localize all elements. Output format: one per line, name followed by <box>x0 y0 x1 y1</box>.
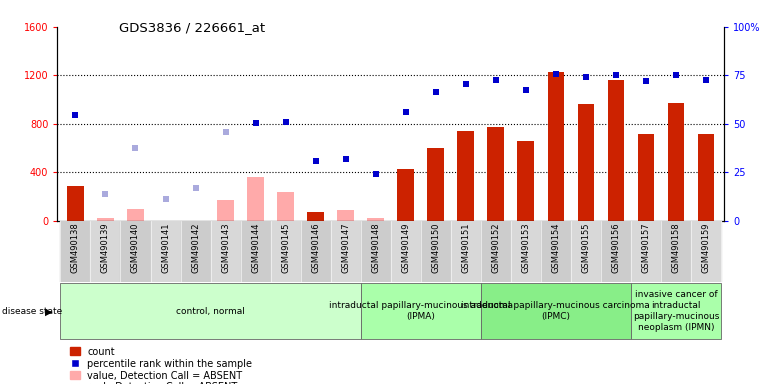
FancyBboxPatch shape <box>61 283 361 339</box>
Text: disease state: disease state <box>2 307 63 316</box>
Text: GSM490158: GSM490158 <box>671 223 680 273</box>
Bar <box>661 221 691 282</box>
Bar <box>511 221 541 282</box>
Bar <box>691 221 721 282</box>
Bar <box>601 221 631 282</box>
Legend: count, percentile rank within the sample, value, Detection Call = ABSENT, rank, : count, percentile rank within the sample… <box>70 347 253 384</box>
Text: GSM490146: GSM490146 <box>311 223 320 273</box>
Bar <box>571 221 601 282</box>
Text: intraductal papillary-mucinous adenoma
(IPMA): intraductal papillary-mucinous adenoma (… <box>329 301 512 321</box>
Text: GSM490154: GSM490154 <box>552 223 560 273</box>
Bar <box>337 210 354 221</box>
Text: GSM490143: GSM490143 <box>221 223 230 273</box>
Text: GSM490155: GSM490155 <box>581 223 591 273</box>
Bar <box>450 221 481 282</box>
Text: GSM490140: GSM490140 <box>131 223 140 273</box>
Text: GSM490149: GSM490149 <box>401 223 410 273</box>
Text: GSM490156: GSM490156 <box>611 223 620 273</box>
Bar <box>487 127 504 221</box>
Bar <box>211 221 241 282</box>
Text: intraductal papillary-mucinous carcinoma
(IPMC): intraductal papillary-mucinous carcinoma… <box>461 301 650 321</box>
Bar <box>548 72 564 221</box>
Text: GSM490139: GSM490139 <box>101 223 110 273</box>
Bar <box>97 218 113 221</box>
Bar <box>120 221 150 282</box>
Bar <box>391 221 421 282</box>
Bar <box>578 104 594 221</box>
Bar <box>181 221 211 282</box>
Bar <box>698 134 714 221</box>
Text: GSM490152: GSM490152 <box>491 223 500 273</box>
Text: GSM490153: GSM490153 <box>521 223 530 273</box>
Bar <box>541 221 571 282</box>
Bar <box>218 200 234 221</box>
Bar <box>90 221 120 282</box>
FancyBboxPatch shape <box>481 283 631 339</box>
Bar <box>398 169 414 221</box>
Text: GSM490141: GSM490141 <box>161 223 170 273</box>
Bar <box>247 177 264 221</box>
Text: GDS3836 / 226661_at: GDS3836 / 226661_at <box>119 21 265 34</box>
Bar <box>607 80 624 221</box>
Text: invasive cancer of
intraductal
papillary-mucinous
neoplasm (IPMN): invasive cancer of intraductal papillary… <box>633 290 719 332</box>
Text: GSM490151: GSM490151 <box>461 223 470 273</box>
Text: GSM490148: GSM490148 <box>372 223 380 273</box>
Text: GSM490142: GSM490142 <box>191 223 200 273</box>
Bar <box>668 103 684 221</box>
Text: GSM490138: GSM490138 <box>71 223 80 273</box>
Text: GSM490159: GSM490159 <box>702 223 710 273</box>
FancyBboxPatch shape <box>361 283 481 339</box>
Text: GSM490144: GSM490144 <box>251 223 260 273</box>
FancyBboxPatch shape <box>631 283 721 339</box>
Bar <box>421 221 450 282</box>
Bar <box>457 131 474 221</box>
Text: GSM490147: GSM490147 <box>341 223 350 273</box>
Text: GSM490150: GSM490150 <box>431 223 440 273</box>
Bar <box>67 185 83 221</box>
Bar <box>277 192 294 221</box>
Bar <box>307 212 324 221</box>
Text: GSM490145: GSM490145 <box>281 223 290 273</box>
Bar <box>150 221 181 282</box>
Bar <box>518 141 534 221</box>
Bar <box>270 221 300 282</box>
Bar <box>331 221 361 282</box>
Text: GSM490157: GSM490157 <box>641 223 650 273</box>
Bar <box>481 221 511 282</box>
Bar <box>241 221 270 282</box>
Bar <box>127 209 144 221</box>
Text: ▶: ▶ <box>44 307 52 317</box>
Bar <box>368 218 384 221</box>
Bar <box>300 221 331 282</box>
Bar <box>61 221 90 282</box>
Bar <box>427 148 444 221</box>
Text: control, normal: control, normal <box>176 306 245 316</box>
Bar <box>637 134 654 221</box>
Bar <box>631 221 661 282</box>
Bar <box>361 221 391 282</box>
